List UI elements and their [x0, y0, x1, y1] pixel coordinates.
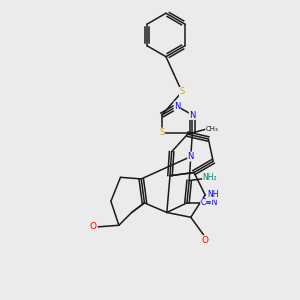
Text: C≡N: C≡N — [201, 198, 218, 207]
Text: N: N — [188, 152, 194, 161]
Text: S: S — [159, 128, 165, 137]
Text: NH: NH — [207, 190, 219, 200]
Text: CH₃: CH₃ — [206, 126, 219, 132]
Text: O: O — [202, 236, 209, 245]
Text: S: S — [179, 87, 184, 96]
Text: NH₂: NH₂ — [203, 173, 217, 182]
Text: N: N — [174, 102, 180, 111]
Text: N: N — [189, 110, 196, 119]
Text: O: O — [90, 222, 97, 231]
